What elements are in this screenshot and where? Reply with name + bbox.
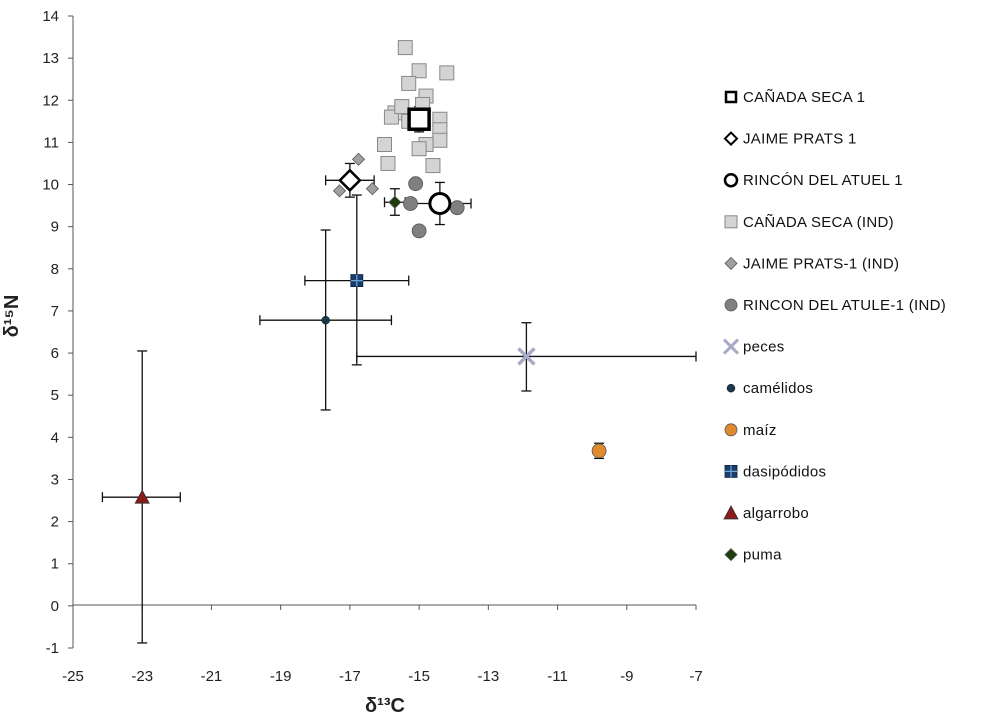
legend-item: CAÑADA SECA 1 (726, 89, 865, 106)
legend-item: JAIME PRATS-1 (IND) (725, 255, 899, 272)
y-tick-label: -1 (46, 640, 59, 657)
y-tick-label: 2 (51, 514, 59, 531)
legend-marker (725, 549, 737, 561)
legend-item: dasipódidos (725, 463, 826, 480)
x-tick-label: -7 (689, 668, 702, 685)
legend-item: CAÑADA SECA (IND) (725, 214, 894, 231)
data-point (412, 224, 426, 238)
legend-marker (726, 92, 736, 102)
data-point (378, 138, 392, 152)
x-tick-label: -13 (477, 668, 499, 685)
x-tick-label: -21 (201, 668, 223, 685)
data-point (381, 156, 395, 170)
legend-label: JAIME PRATS 1 (743, 131, 857, 148)
legend-item: camélidos (727, 380, 813, 397)
legend-marker (724, 340, 738, 354)
legend-label: JAIME PRATS-1 (IND) (743, 255, 899, 272)
y-tick-label: 8 (51, 261, 59, 278)
y-tick-label: 11 (43, 134, 59, 151)
legend-item: peces (724, 339, 785, 356)
legend-label: RINCON DEL ATULE-1 (IND) (743, 297, 946, 314)
y-tick-label: 1 (51, 556, 59, 573)
data-point (440, 66, 454, 80)
legend-item: algarrobo (724, 505, 809, 522)
legend-marker (725, 257, 737, 269)
data-point (412, 142, 426, 156)
y-tick-label: 4 (51, 429, 59, 446)
legend-marker (725, 216, 737, 228)
y-tick-label: 3 (51, 471, 59, 488)
y-tick-label: 5 (51, 387, 59, 404)
data-point (403, 196, 417, 210)
y-axis-title: δ¹⁵N (1, 295, 23, 338)
data-point (433, 133, 447, 147)
legend-label: camélidos (743, 380, 813, 397)
y-tick-label: 7 (51, 303, 59, 320)
legend-label: maíz (743, 422, 777, 439)
data-point (366, 183, 378, 195)
data-point (412, 64, 426, 78)
x-tick-label: -15 (408, 668, 430, 685)
x-tick-label: -23 (131, 668, 153, 685)
legend-label: RINCÓN DEL ATUEL 1 (743, 172, 903, 189)
legend-marker (725, 299, 737, 311)
legend-label: puma (743, 547, 782, 564)
y-tick-label: 13 (42, 50, 59, 67)
data-point (340, 170, 360, 190)
legend-label: CAÑADA SECA 1 (743, 89, 865, 106)
legend-marker (725, 174, 737, 186)
y-tick-label: 14 (42, 8, 59, 25)
data-point (322, 316, 330, 324)
data-point (592, 444, 606, 458)
error-bars (102, 107, 696, 643)
y-tick-label: 6 (51, 345, 59, 362)
data-point (430, 193, 450, 213)
y-tick-label: 0 (51, 598, 59, 615)
legend-marker (725, 133, 737, 145)
x-tick-label: -9 (620, 668, 633, 685)
data-point (409, 177, 423, 191)
legend: CAÑADA SECA 1 JAIME PRATS 1 RINCÓN DEL ATU… (724, 89, 946, 564)
legend-label: dasipódidos (743, 463, 826, 480)
data-point (389, 196, 401, 208)
data-point (402, 76, 416, 90)
x-tick-label: -25 (62, 668, 84, 685)
legend-item: JAIME PRATS 1 (725, 131, 857, 148)
data-point (398, 41, 412, 55)
y-tick-label: 12 (42, 92, 59, 109)
data-point (450, 201, 464, 215)
x-tick-label: -11 (547, 668, 568, 685)
data-point (409, 109, 429, 129)
data-point (395, 100, 409, 114)
legend-marker (724, 506, 738, 519)
x-tick-label: -19 (270, 668, 292, 685)
legend-item: RINCÓN DEL ATUEL 1 (725, 172, 903, 189)
legend-item: maíz (725, 422, 777, 439)
y-tick-label: 9 (51, 219, 59, 236)
data-point (426, 159, 440, 173)
legend-item: RINCON DEL ATULE-1 (IND) (725, 297, 946, 314)
x-axis-title: δ¹³C (365, 695, 405, 717)
x-tick-label: -17 (339, 668, 361, 685)
data-point (334, 185, 346, 197)
data-points (135, 41, 606, 504)
legend-marker (725, 424, 737, 436)
legend-marker (727, 384, 735, 392)
legend-label: CAÑADA SECA (IND) (743, 214, 894, 231)
legend-label: peces (743, 339, 785, 356)
legend-label: algarrobo (743, 505, 809, 522)
legend-item: puma (725, 547, 782, 564)
y-tick-label: 10 (42, 177, 59, 194)
